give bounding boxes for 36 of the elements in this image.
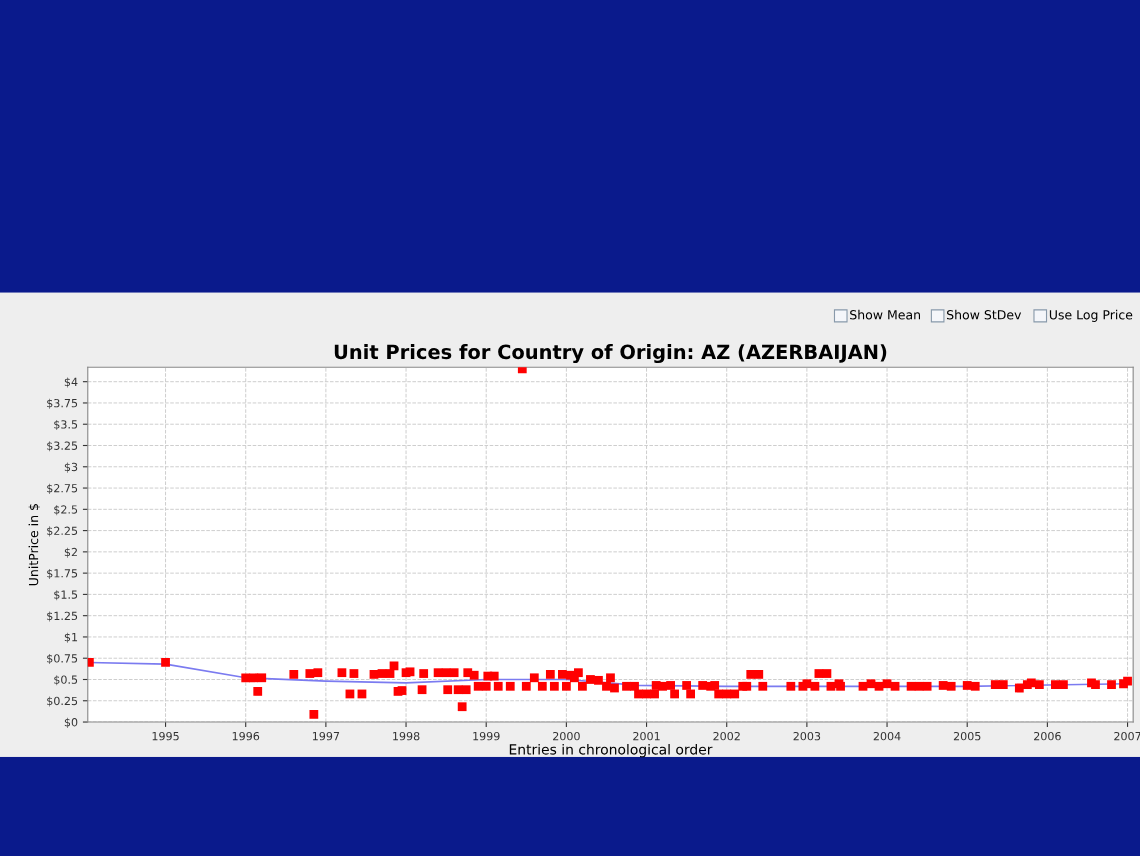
- text: Use Log Price: [1049, 309, 1133, 322]
- x-tick-label: 1999: [473, 731, 500, 741]
- x-tick-label: 1997: [312, 731, 340, 741]
- y-tick-label: $3.5: [54, 420, 78, 431]
- x-tick-label: 2007: [1114, 731, 1140, 741]
- y-tick-label: $1.75: [47, 568, 78, 579]
- y-tick-label: $0.75: [47, 654, 78, 665]
- y-tick-label: $1.5: [54, 590, 78, 601]
- x-tick-label: 1998: [393, 731, 420, 741]
- y-tick-label: $0.5: [54, 675, 78, 686]
- x-tick-label: 2002: [713, 731, 740, 741]
- y-tick-label: $2.5: [54, 505, 78, 516]
- y-tick-label: $3.75: [47, 398, 78, 409]
- x-tick-label: 2003: [793, 731, 821, 741]
- x-tick-label: 1996: [232, 731, 260, 741]
- x-tick-label: 1995: [152, 731, 179, 741]
- x-tick-label: 2005: [953, 731, 981, 741]
- text: Show StDev: [947, 309, 1022, 320]
- y-tick-label: $1: [64, 632, 78, 643]
- x-tick-label: 2001: [633, 731, 660, 741]
- y-tick-label: $3: [64, 462, 78, 473]
- x-tick-label: 2006: [1034, 731, 1061, 741]
- y-tick-label: $1.25: [47, 611, 78, 622]
- y-axis-title: UnitPrice in $: [28, 504, 40, 586]
- y-tick-label: $4: [64, 377, 78, 388]
- y-tick-label: $0.25: [47, 696, 78, 707]
- y-tick-label: $3.25: [47, 441, 78, 452]
- y-tick-label: $2.25: [47, 526, 78, 537]
- y-tick-label: $2.75: [47, 483, 78, 494]
- chart-title: Unit Prices for Country of Origin: AZ (AZERBAIJAN): [334, 344, 887, 364]
- y-tick-label: $0: [64, 717, 78, 728]
- x-tick-label: 2004: [873, 731, 901, 741]
- x-tick-label: 2000: [553, 731, 580, 741]
- text: Show Mean: [850, 309, 920, 320]
- x-axis-title: Entries in chronological order: [509, 743, 713, 758]
- y-tick-label: $2: [64, 547, 77, 558]
